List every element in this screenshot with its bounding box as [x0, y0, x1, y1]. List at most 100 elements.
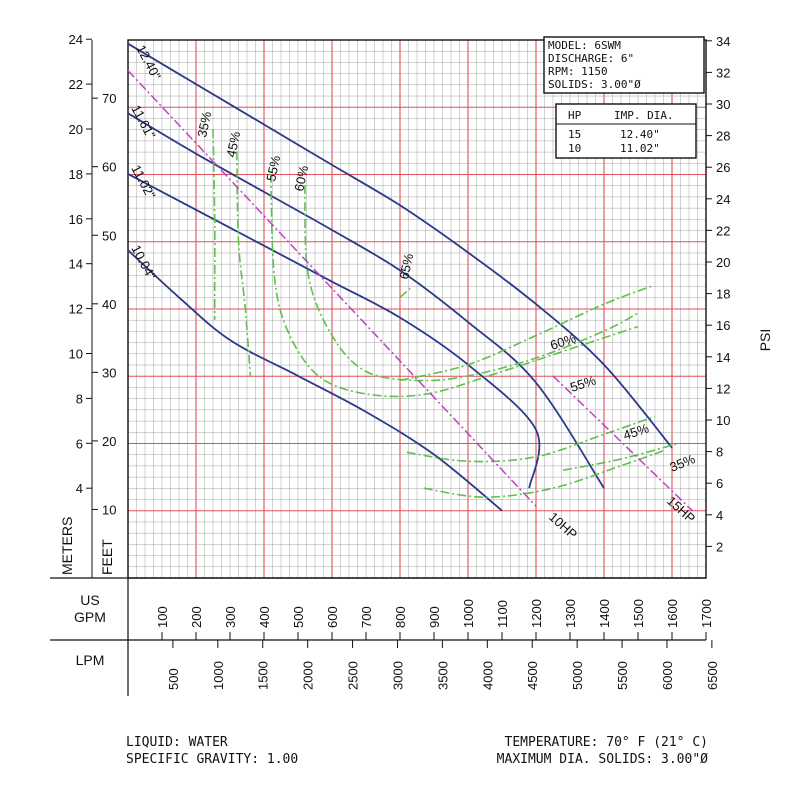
meters-axis-label: METERS [59, 517, 75, 575]
hp-table-cell-hp: 10 [568, 142, 581, 155]
eff-label-65: 65% [396, 252, 416, 281]
gpm-tick-label: 1400 [597, 599, 612, 628]
hp-table-header-dia: IMP. DIA. [614, 109, 674, 122]
lpm-tick-label: 6500 [705, 661, 720, 690]
lpm-tick-label: 2000 [301, 661, 316, 690]
lpm-axis-label: LPM [76, 652, 105, 668]
gpm-tick-label: 600 [325, 606, 340, 628]
psi-tick-label: 22 [716, 223, 730, 238]
psi-tick-label: 16 [716, 318, 730, 333]
meters-tick-label: 4 [76, 481, 83, 496]
gpm-tick-label: 1300 [563, 599, 578, 628]
info-box-frame [543, 36, 705, 94]
gpm-tick-label: 200 [189, 606, 204, 628]
gpm-axis-label-gpm: GPM [74, 609, 106, 625]
hp-table-frame [555, 103, 697, 159]
efficiency-curve-7 [423, 449, 666, 499]
lpm-tick-label: 5500 [615, 661, 630, 690]
hp-label-15: 15HP [664, 493, 698, 526]
impeller-curve-0 [127, 42, 673, 449]
feet-tick-label: 40 [102, 297, 116, 312]
impeller-curve-2 [127, 173, 541, 489]
psi-tick-label: 2 [716, 539, 723, 554]
efficiency-curve-2 [270, 173, 639, 398]
footer-temperature: TEMPERATURE: 70° F (21° C) [505, 735, 709, 750]
gpm-tick-label: 800 [393, 606, 408, 628]
meters-tick-label: 20 [69, 122, 83, 137]
feet-tick-label: 70 [102, 91, 116, 106]
lpm-tick-label: 1000 [211, 661, 226, 690]
eff-label-35-left: 35% [194, 110, 214, 139]
feet-tick-label: 30 [102, 365, 116, 380]
meters-tick-label: 10 [69, 347, 83, 362]
info-line-0: MODEL: 6SWM [548, 39, 621, 52]
lpm-tick-label: 3000 [390, 661, 405, 690]
hp-table-header-hp: HP [568, 109, 582, 122]
gpm-tick-label: 1600 [665, 599, 680, 628]
hp-table-cell-hp: 15 [568, 128, 581, 141]
gpm-tick-label: 1000 [461, 599, 476, 628]
curves [127, 42, 693, 512]
eff-label-60-right: 60% [548, 330, 578, 352]
gpm-tick-label: 1100 [495, 600, 510, 628]
efficiency-curve-6 [406, 415, 656, 463]
psi-tick-label: 28 [716, 129, 730, 144]
lpm-tick-label: 4500 [525, 661, 540, 690]
info-line-2: RPM: 1150 [548, 65, 608, 78]
gpm-tick-label: 400 [257, 606, 272, 628]
hp-label-10: 10HP [546, 509, 580, 542]
impeller-label-11-61: 11.61" [128, 102, 158, 141]
eff-label-55-left: 55% [263, 154, 283, 183]
efficiency-curve-4 [399, 287, 411, 298]
meters-tick-label: 14 [69, 257, 83, 272]
meters-tick-label: 6 [76, 436, 83, 451]
feet-tick-label: 60 [102, 160, 116, 175]
meters-tick-label: 24 [69, 32, 83, 47]
lpm-tick-label: 6000 [660, 661, 675, 690]
psi-tick-label: 24 [716, 192, 730, 207]
hp-table-cell-dia: 12.40" [620, 128, 660, 141]
efficiency-curve-8 [563, 442, 680, 471]
psi-tick-label: 30 [716, 97, 730, 112]
lpm-tick-label: 4000 [480, 661, 495, 690]
feet-tick-label: 50 [102, 228, 116, 243]
efficiency-curve-1 [236, 151, 252, 376]
psi-tick-label: 26 [716, 160, 730, 175]
left-axes: 4 6 8 10 12 14 16 18 20 22 24 10 20 30 40 50 60 70 METERS F… [59, 32, 116, 575]
lpm-tick-label: 500 [166, 668, 181, 690]
psi-tick-label: 10 [716, 413, 730, 428]
footer-max-solids: MAXIMUM DIA. SOLIDS: 3.00"Ø [497, 752, 708, 767]
lpm-tick-label: 3500 [435, 661, 450, 690]
gpm-tick-label: 100 [155, 606, 170, 628]
lpm-tick-label: 1500 [256, 661, 271, 690]
meters-tick-label: 8 [76, 391, 83, 406]
psi-tick-label: 12 [716, 381, 730, 396]
psi-tick-label: 34 [716, 34, 730, 49]
gpm-tick-label: 300 [223, 606, 238, 628]
gpm-tick-label: 1700 [699, 599, 714, 628]
footer: LIQUID: WATER SPECIFIC GRAVITY: 1.00 TEMPE… [126, 735, 708, 767]
feet-tick-label: 10 [102, 502, 116, 517]
psi-tick-label: 6 [716, 476, 723, 491]
lpm-tick-label: 2500 [346, 661, 361, 690]
gpm-tick-label: 1500 [631, 599, 646, 628]
efficiency-curve-3 [304, 185, 639, 382]
lpm-tick-label: 5000 [570, 661, 585, 690]
gpm-tick-label: 700 [359, 606, 374, 628]
meters-tick-label: 16 [69, 212, 83, 227]
hp-line-1 [552, 375, 693, 512]
psi-tick-label: 32 [716, 65, 730, 80]
impeller-curve-3 [127, 249, 503, 512]
psi-tick-label: 14 [716, 350, 730, 365]
efficiency-curve-5 [399, 285, 652, 382]
psi-tick-label: 18 [716, 287, 730, 302]
psi-axis-label: PSI [757, 329, 773, 352]
feet-axis-label: FEET [99, 539, 115, 575]
gpm-tick-label: 900 [427, 606, 442, 628]
feet-tick-label: 20 [102, 434, 116, 449]
eff-label-60-left: 60% [291, 164, 311, 193]
efficiency-curve-0 [212, 128, 216, 320]
impeller-label-11-02: 11.02" [128, 162, 158, 201]
